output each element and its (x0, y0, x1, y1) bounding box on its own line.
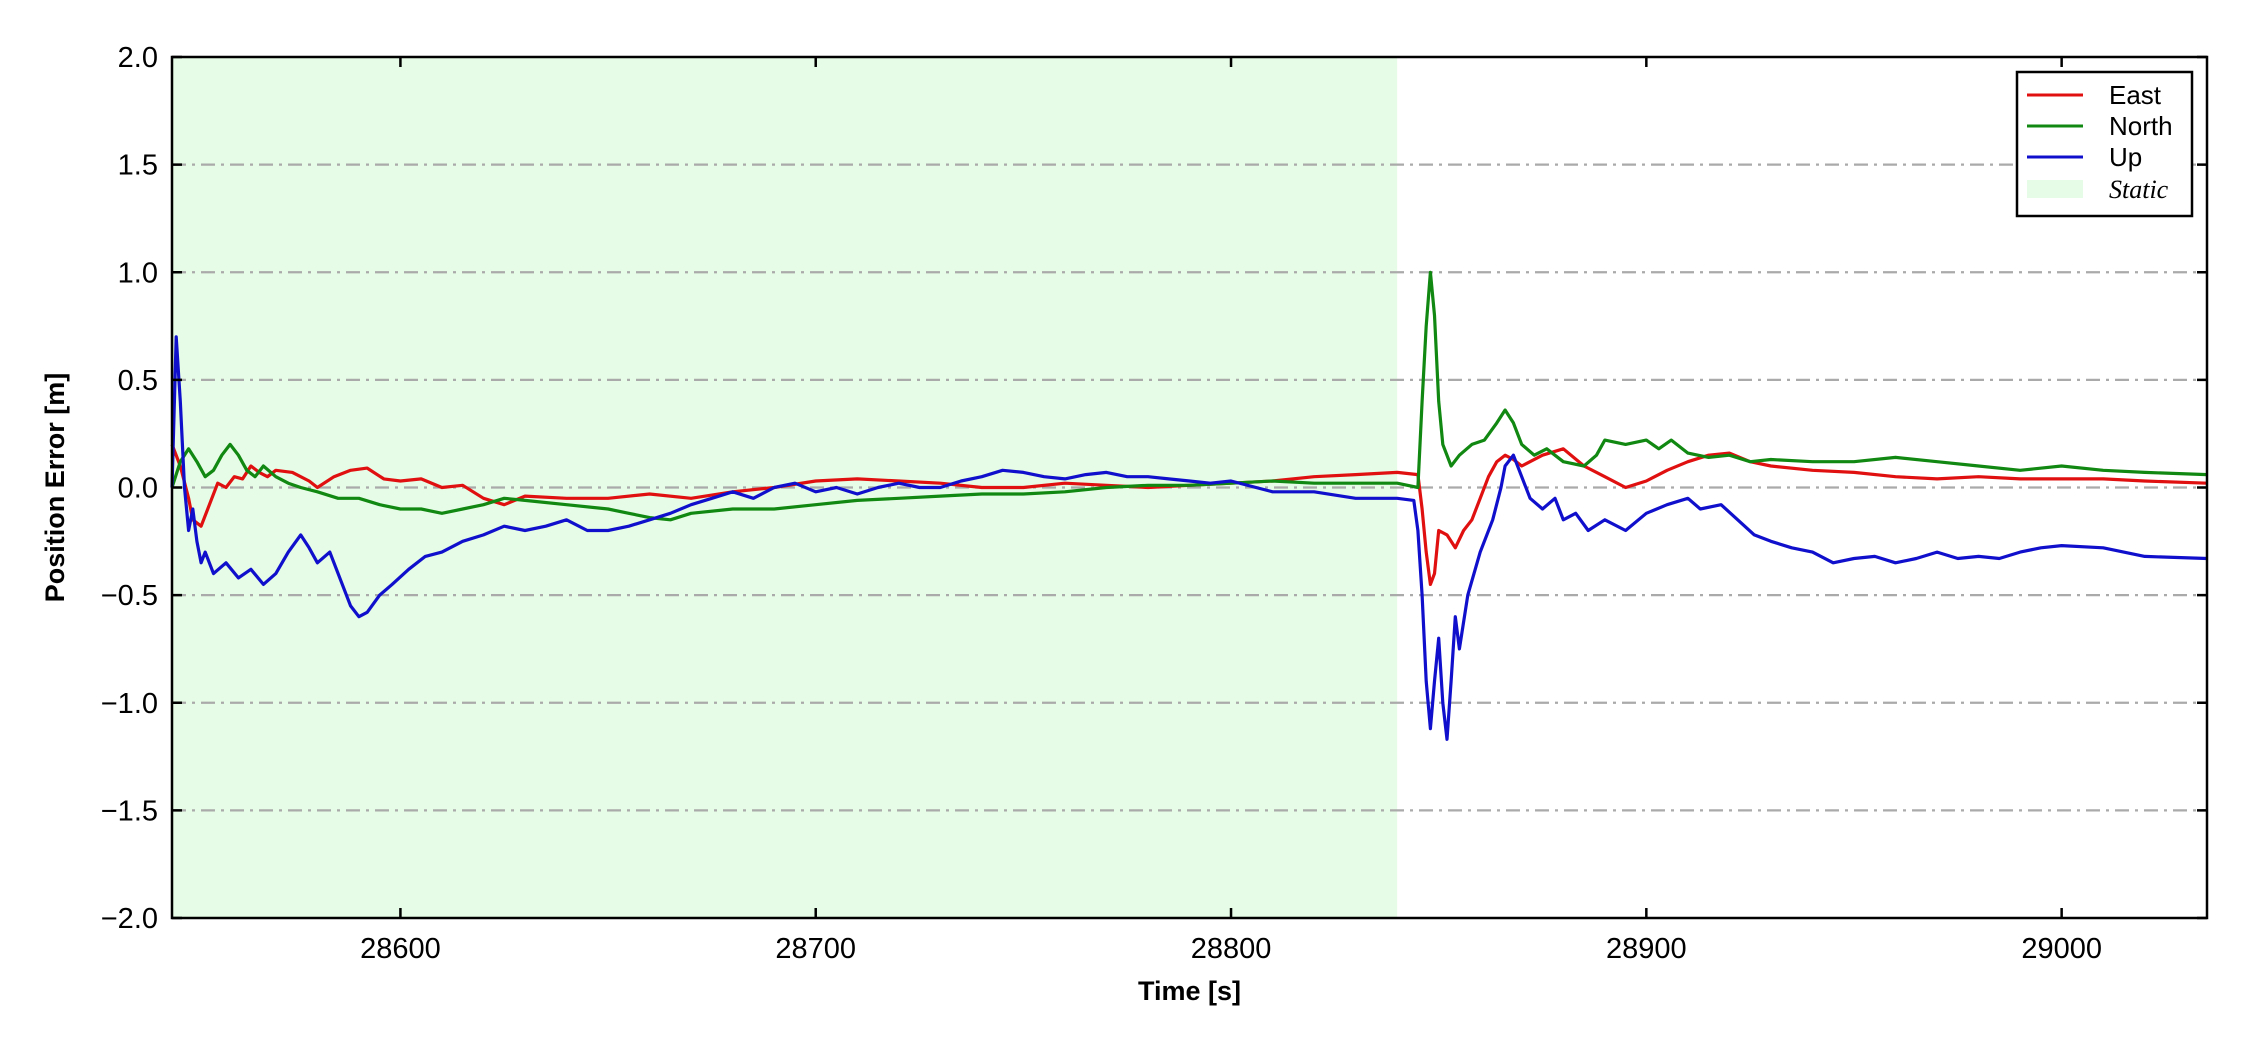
y-tick-label: −1.5 (101, 795, 158, 827)
series-line-north (170, 270, 2208, 522)
y-axis-label: Position Error [m] (40, 373, 70, 603)
x-tick-label: 28700 (775, 933, 856, 965)
x-axis-label: Time [s] (1138, 976, 1241, 1006)
x-tick-label: 29000 (2021, 933, 2102, 965)
x-tick-label: 28800 (1191, 933, 1272, 965)
y-tick-label: −1.0 (101, 688, 158, 720)
y-tick-label: −0.5 (101, 580, 158, 612)
y-tick-label: 0.5 (118, 365, 158, 397)
legend: East North Up Static (2015, 70, 2194, 218)
y-tick-label: 0.0 (118, 473, 158, 505)
y-tick-label: 1.0 (118, 257, 158, 289)
axis-ticks: −2.0 −1.5 −1.0 −0.5 0.0 0.5 1.0 1.5 2.0 28600 2870… (101, 42, 2207, 965)
legend-swatch-static (2027, 180, 2083, 198)
legend-label-up: Up (2109, 142, 2142, 172)
x-tick-label: 28600 (360, 933, 441, 965)
y-tick-label: −2.0 (101, 903, 158, 935)
legend-label-east: East (2109, 80, 2162, 110)
legend-label-north: North (2109, 111, 2173, 141)
series-lines (170, 270, 2208, 741)
series-line-up (170, 335, 2208, 741)
y-tick-label: 2.0 (118, 42, 158, 74)
y-tick-label: 1.5 (118, 150, 158, 182)
x-tick-label: 28900 (1606, 933, 1687, 965)
legend-label-static: Static (2109, 175, 2169, 204)
grid-lines (172, 163, 2207, 812)
